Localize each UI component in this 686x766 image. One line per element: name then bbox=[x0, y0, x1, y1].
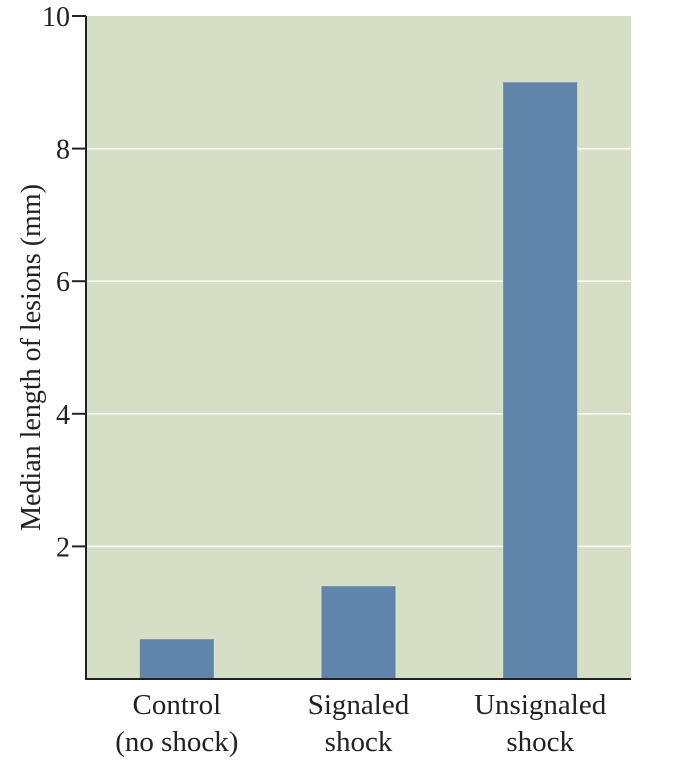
y-tick-label: 4 bbox=[56, 400, 70, 431]
x-category-label: Unsignaled shock bbox=[474, 689, 607, 758]
bar bbox=[321, 586, 396, 679]
x-category-label: Signaled shock bbox=[308, 689, 410, 758]
y-tick-label: 10 bbox=[42, 2, 70, 33]
x-axis-labels: Control (no shock) Signaled shock Unsignaled… bbox=[115, 689, 606, 758]
y-tick-label: 6 bbox=[56, 267, 70, 298]
axes bbox=[85, 16, 631, 680]
y-axis-title: Median length of lesions (mm) bbox=[16, 184, 47, 531]
y-tick-label: 8 bbox=[56, 135, 70, 166]
bar bbox=[139, 639, 214, 679]
bar bbox=[503, 82, 578, 680]
y-tick-label: 2 bbox=[56, 532, 70, 563]
bars bbox=[139, 82, 578, 680]
x-category-label: Control (no shock) bbox=[115, 689, 238, 758]
y-axis-ticks: 2 4 6 8 10 bbox=[42, 2, 86, 563]
